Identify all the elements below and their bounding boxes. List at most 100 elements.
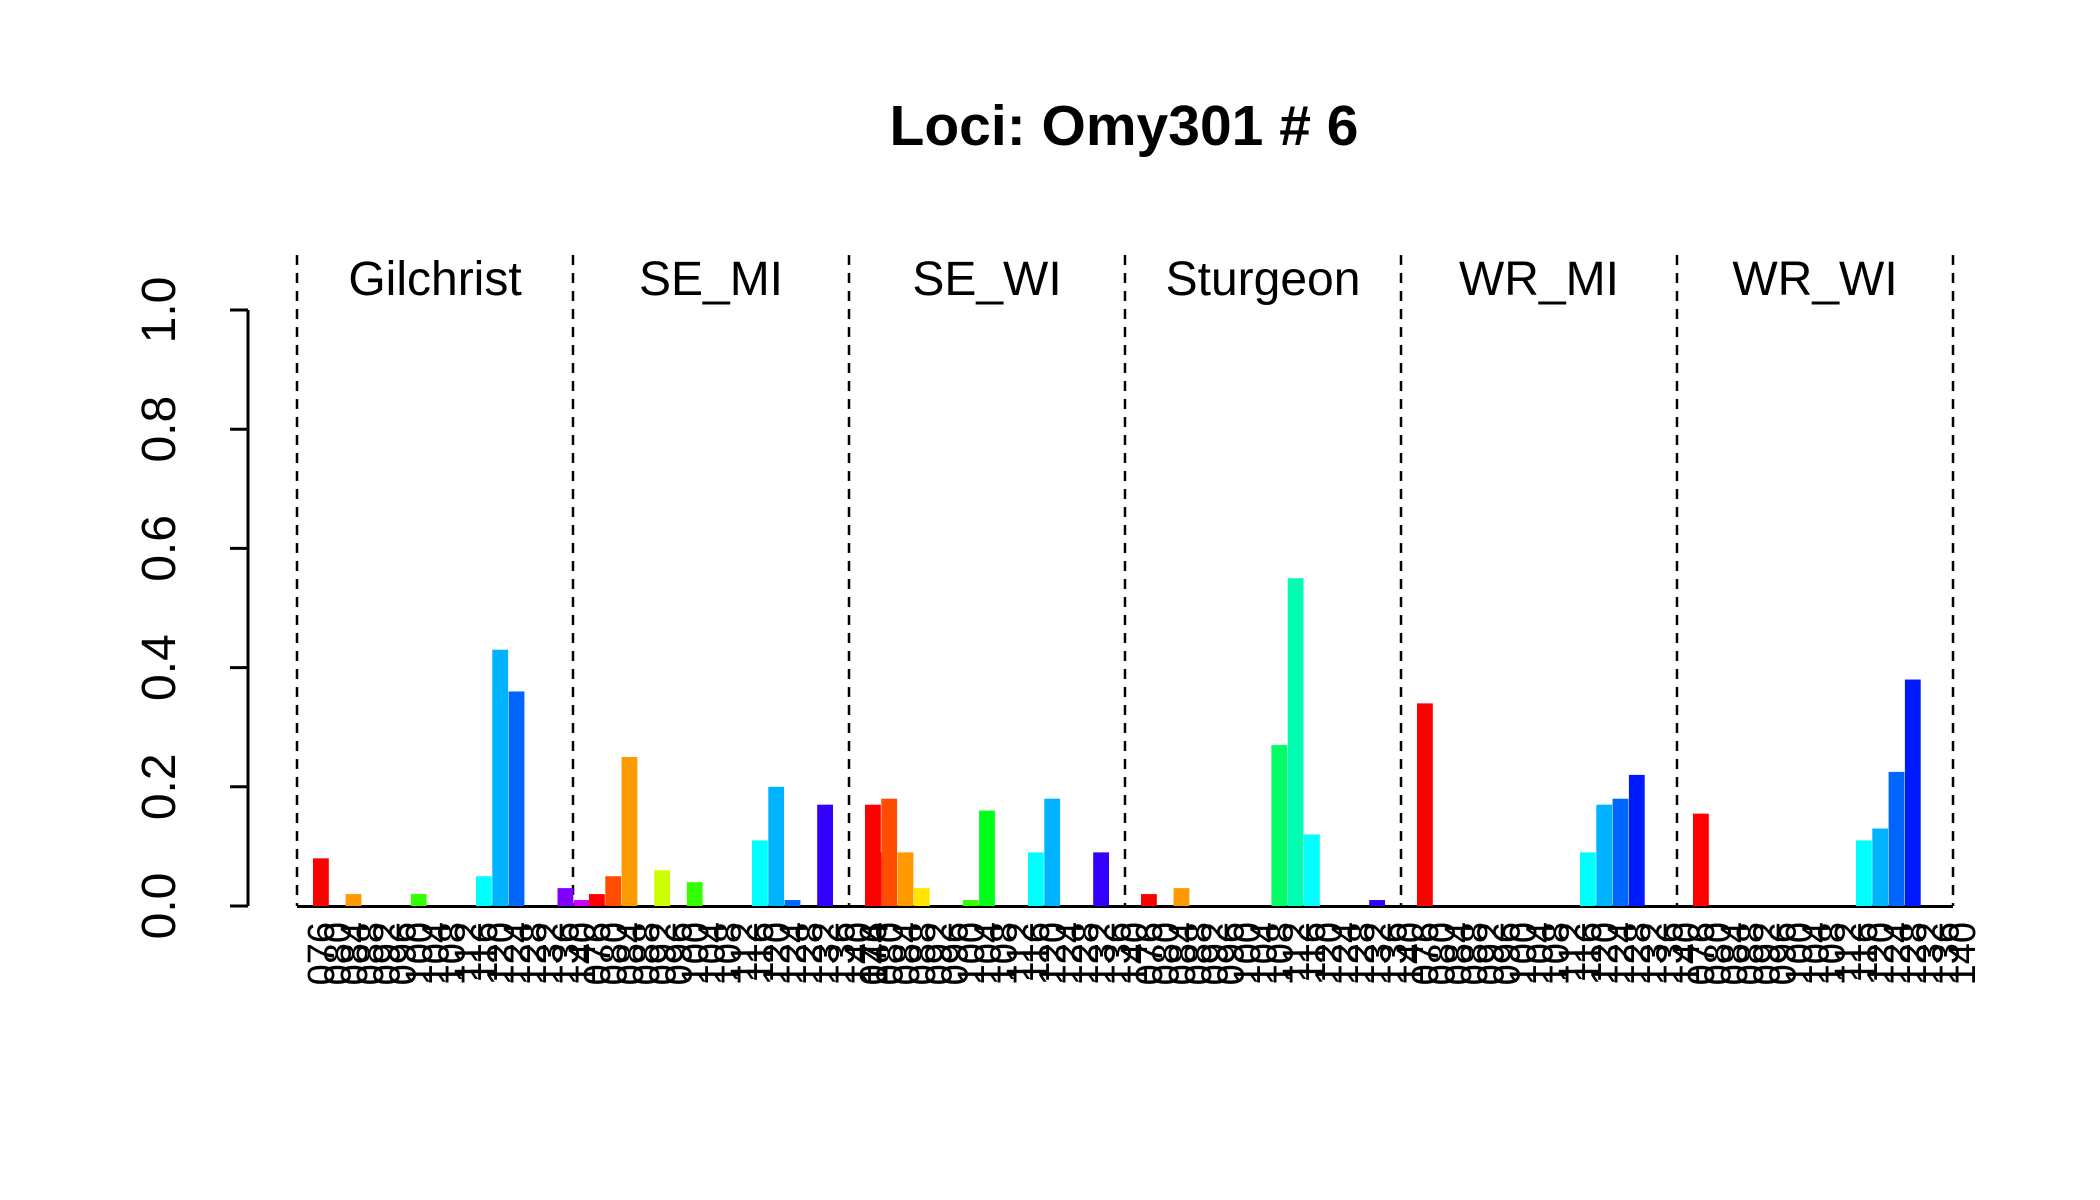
bar-wr_wi-116	[1856, 840, 1872, 906]
x-tick-label: 092	[642, 922, 684, 985]
x-tick-label: 112	[1000, 922, 1042, 983]
bar-wr_wi-128	[1904, 679, 1921, 906]
x-tick-label: 096	[659, 922, 701, 985]
x-tick-label: 088	[1178, 922, 1220, 985]
x-tick-label: 092	[918, 922, 960, 985]
x-tick-label: 100	[1227, 922, 1269, 985]
plot-area: 0.00.20.40.60.81.0 Gilchrist0760800840880…	[133, 253, 1984, 985]
x-tick-label: 140	[1390, 922, 1432, 985]
bar-se_mi-124	[784, 900, 801, 906]
bar-se_mi-100	[686, 882, 703, 906]
y-tick-label: 0.2	[133, 753, 186, 820]
x-tick-label: 096	[935, 922, 977, 985]
x-tick-label: 084	[1714, 922, 1756, 985]
panel-label-se-wi: SE_WI	[912, 253, 1061, 306]
x-tick-label: 076	[301, 922, 343, 985]
bar-wr_wi-076	[1693, 813, 1709, 906]
x-tick-label: 100	[951, 922, 993, 985]
bar-se_wi-076	[865, 804, 881, 906]
x-tick-label: 108	[1260, 922, 1302, 985]
x-tick-label: 096	[383, 922, 425, 985]
x-tick-label: 080	[1697, 922, 1739, 985]
x-tick-label: 128	[789, 922, 831, 985]
bar-sturgeon-116	[1304, 834, 1320, 906]
x-tick-label: 092	[1470, 922, 1512, 985]
x-tick-label: 136	[1098, 922, 1140, 985]
x-tick-label: 120	[756, 922, 798, 985]
x-tick-label: 080	[593, 922, 635, 985]
bar-gilchrist-116	[476, 876, 492, 906]
x-tick-label: 080	[317, 922, 359, 985]
x-tick-label: 136	[546, 922, 588, 985]
bar-sturgeon-076	[1141, 894, 1157, 906]
x-tick-label: 140	[562, 922, 604, 985]
x-tick-label: 136	[1374, 922, 1416, 985]
x-tick-label: 092	[366, 922, 408, 985]
bar-se_wi-080	[881, 798, 898, 906]
bar-gilchrist-100	[410, 894, 427, 906]
x-tick-label: 132	[805, 922, 847, 985]
x-tick-label: 088	[1454, 922, 1496, 985]
x-tick-label: 120	[1584, 922, 1626, 985]
x-tick-label: 096	[1211, 922, 1253, 985]
bar-gilchrist-124	[508, 691, 525, 906]
x-tick-label: 128	[513, 922, 555, 985]
x-tick-label: 108	[984, 922, 1026, 985]
x-tick-label: 128	[1617, 922, 1659, 985]
bar-sturgeon-108	[1271, 745, 1288, 906]
bar-wr_mi-120	[1596, 804, 1613, 906]
x-tick-label: 140	[838, 922, 880, 985]
x-tick-label: 116	[740, 922, 782, 983]
x-tick-label: 108	[1812, 922, 1854, 985]
x-tick-label: 124	[497, 922, 539, 985]
bar-wr_mi-076	[1417, 703, 1433, 906]
x-tick-label: 108	[432, 922, 474, 985]
bar-se_wi-116	[1028, 852, 1044, 906]
x-tick-label: 076	[1405, 922, 1447, 985]
x-tick-label: 084	[1438, 922, 1480, 985]
x-tick-label: 116	[1292, 922, 1334, 983]
x-tick-label: 132	[529, 922, 571, 985]
x-tick-label: 136	[822, 922, 864, 985]
bar-gilchrist-140	[573, 900, 590, 906]
x-tick-label: 136	[1926, 922, 1968, 985]
x-tick-label: 084	[610, 922, 652, 985]
bar-se_wi-104	[979, 810, 995, 906]
bar-wr_wi-124	[1888, 771, 1905, 906]
chart-title: Loci: Omy301 # 6	[890, 94, 1359, 158]
x-tick-label: 104	[1795, 922, 1837, 985]
x-tick-label: 140	[1666, 922, 1708, 985]
y-tick-label: 1.0	[133, 277, 186, 344]
bar-se_mi-120	[768, 786, 785, 906]
x-tick-label: 112	[1552, 922, 1594, 983]
bar-gilchrist-136	[557, 888, 574, 906]
panel-label-wr-wi: WR_WI	[1732, 253, 1897, 306]
x-tick-label: 084	[1162, 922, 1204, 985]
x-tick-label: 084	[334, 922, 376, 985]
bar-se_mi-084	[621, 757, 638, 906]
panel-label-gilchrist: Gilchrist	[348, 253, 521, 306]
bar-se_mi-116	[752, 840, 768, 906]
x-tick-label: 104	[1243, 922, 1285, 985]
x-tick-label: 104	[1519, 922, 1561, 985]
bar-se_wi-120	[1044, 798, 1061, 906]
bar-wr_mi-124	[1612, 798, 1629, 906]
x-tick-label: 120	[1032, 922, 1074, 985]
x-tick-label: 076	[577, 922, 619, 985]
x-tick-label: 124	[773, 922, 815, 985]
panel-label-se-mi: SE_MI	[639, 253, 783, 306]
x-tick-label: 096	[1487, 922, 1529, 985]
x-tick-label: 108	[1536, 922, 1578, 985]
x-tick-label: 112	[1276, 922, 1318, 983]
x-tick-label: 112	[1828, 922, 1870, 983]
bar-gilchrist-120	[492, 649, 509, 906]
x-tick-label: 120	[1308, 922, 1350, 985]
x-tick-label: 132	[1633, 922, 1675, 985]
x-tick-label: 128	[1893, 922, 1935, 985]
x-tick-label: 116	[464, 922, 506, 983]
y-tick-label: 0.0	[133, 873, 186, 940]
x-tick-label: 124	[1049, 922, 1091, 985]
x-tick-label: 100	[1503, 922, 1545, 985]
x-tick-label: 076	[1681, 922, 1723, 985]
x-tick-label: 088	[1730, 922, 1772, 985]
